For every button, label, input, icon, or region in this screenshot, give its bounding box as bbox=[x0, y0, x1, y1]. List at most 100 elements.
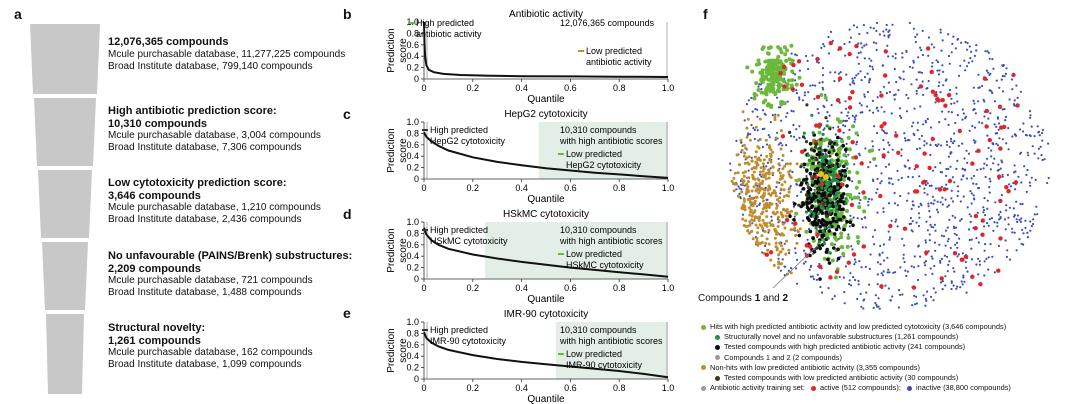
count-annotation-text: 12,076,365 compounds bbox=[560, 18, 655, 28]
novel-compound-point bbox=[817, 240, 821, 244]
inactive-compound-point bbox=[812, 278, 816, 281]
nonhit-compound-point bbox=[775, 203, 779, 207]
low-annotation-text: Low predicted bbox=[566, 149, 622, 159]
tested-nonhit-point bbox=[805, 103, 809, 107]
inactive-compound-point bbox=[822, 43, 825, 46]
inactive-compound-point bbox=[750, 96, 753, 100]
inactive-compound-point bbox=[1046, 181, 1049, 185]
active-compound-point bbox=[976, 148, 981, 153]
inactive-compound-point bbox=[913, 107, 916, 110]
hit-compound-point bbox=[857, 205, 862, 210]
nonhit-compound-point bbox=[732, 189, 736, 193]
inactive-compound-point bbox=[905, 50, 908, 54]
tested-nonhit-point bbox=[806, 185, 810, 190]
nonhit-compound-point bbox=[781, 199, 785, 203]
inactive-compound-point bbox=[753, 137, 756, 141]
inactive-compound-point bbox=[957, 190, 960, 193]
hit-compound-point bbox=[842, 153, 847, 158]
active-compound-point bbox=[894, 133, 899, 138]
nonhit-compound-point bbox=[777, 219, 781, 223]
inactive-compound-point bbox=[884, 284, 887, 287]
inactive-compound-point bbox=[964, 260, 967, 264]
hit-compound-point bbox=[752, 92, 757, 96]
inactive-compound-point bbox=[975, 236, 978, 240]
active-compound-point bbox=[997, 174, 1002, 179]
hit-compound-point bbox=[767, 58, 772, 63]
inactive-compound-point bbox=[988, 186, 991, 189]
funnel-step-5: Structural novelty: 1,261 compounds Mcul… bbox=[108, 322, 313, 371]
nonhit-compound-point bbox=[782, 195, 786, 198]
nonhit-compound-point bbox=[775, 210, 779, 214]
inactive-compound-point bbox=[1016, 96, 1019, 99]
inactive-compound-point bbox=[807, 91, 810, 94]
inactive-compound-point bbox=[918, 147, 921, 150]
hit-compound-point bbox=[786, 78, 791, 83]
inactive-compound-point bbox=[871, 178, 874, 181]
chemical-space-scatter bbox=[729, 21, 1050, 310]
inactive-compound-point bbox=[890, 219, 893, 222]
inactive-compound-point bbox=[910, 207, 913, 210]
inactive-compound-point bbox=[961, 142, 964, 145]
low-annotation-text: antibiotic activity bbox=[586, 57, 652, 67]
hit-compound-point bbox=[847, 147, 852, 152]
tested-hit-point bbox=[792, 218, 796, 222]
inactive-compound-point bbox=[836, 259, 839, 262]
hit-compound-point bbox=[769, 105, 774, 109]
inactive-compound-point bbox=[937, 60, 940, 64]
chart-title: IMR-90 cytotoxicity bbox=[504, 309, 588, 320]
inactive-compound-point bbox=[1001, 74, 1004, 78]
inactive-compound-point bbox=[1035, 205, 1038, 208]
tested-hit-point bbox=[826, 257, 830, 262]
inactive-compound-point bbox=[901, 237, 904, 240]
inactive-compound-point bbox=[987, 224, 990, 227]
funnel-step-5-broad: Broad Institute database, 1,099 compound… bbox=[108, 359, 302, 370]
tested-hit-point bbox=[830, 145, 835, 149]
inactive-compound-point bbox=[866, 91, 870, 94]
inactive-compound-point bbox=[883, 131, 887, 134]
inactive-compound-point bbox=[923, 261, 926, 264]
tested-hit-point bbox=[827, 261, 832, 265]
nonhit-compound-point bbox=[748, 206, 752, 210]
inactive-compound-point bbox=[955, 167, 958, 170]
inactive-compound-point bbox=[781, 144, 784, 147]
inactive-compound-point bbox=[811, 84, 814, 87]
inactive-compound-point bbox=[847, 111, 850, 114]
x-tick-label: 1.0 bbox=[662, 183, 675, 193]
inactive-compound-point bbox=[792, 123, 795, 127]
inactive-compound-point bbox=[880, 172, 883, 175]
active-compound-point bbox=[800, 149, 805, 154]
inactive-compound-point bbox=[801, 99, 804, 102]
inactive-compound-point bbox=[791, 170, 794, 174]
inactive-compound-point bbox=[908, 65, 912, 68]
tested-hit-point bbox=[838, 207, 843, 212]
active-compound-point bbox=[819, 181, 825, 187]
active-compound-point bbox=[881, 153, 886, 158]
nonhit-compound-point bbox=[754, 125, 758, 129]
novel-compound-point bbox=[802, 131, 806, 135]
active-compound-point bbox=[970, 161, 975, 166]
inactive-compound-point bbox=[792, 205, 796, 208]
active-compound-point bbox=[804, 243, 809, 248]
inactive-compound-point bbox=[1018, 238, 1021, 241]
tested-hit-point bbox=[834, 227, 839, 232]
inactive-compound-point bbox=[887, 30, 890, 33]
inactive-compound-point bbox=[900, 148, 903, 151]
novel-compound-point bbox=[811, 131, 815, 135]
nonhit-compound-point bbox=[773, 115, 777, 119]
inactive-compound-point bbox=[1026, 231, 1029, 234]
inactive-compound-point bbox=[986, 222, 989, 225]
inactive-compound-point bbox=[795, 128, 798, 131]
hit-compound-point bbox=[770, 64, 775, 69]
inactive-compound-point bbox=[956, 114, 959, 117]
inactive-compound-point bbox=[930, 225, 933, 228]
inactive-compound-point bbox=[1007, 216, 1010, 219]
inactive-compound-point bbox=[911, 200, 914, 203]
inactive-compound-point bbox=[963, 280, 966, 283]
y-tick-label: 0.4 bbox=[406, 251, 419, 261]
nonhit-compound-point bbox=[779, 187, 783, 191]
inactive-compound-point bbox=[1013, 133, 1016, 136]
inactive-compound-point bbox=[872, 27, 875, 30]
inactive-compound-point bbox=[871, 68, 874, 71]
inactive-compound-point bbox=[1003, 75, 1006, 78]
